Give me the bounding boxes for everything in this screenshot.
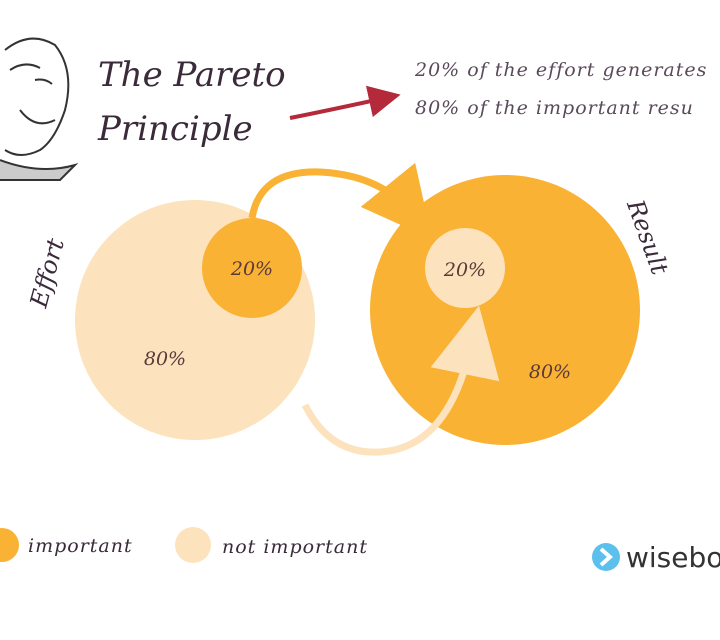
flow-arrow <box>301 305 500 456</box>
group-label: Effort <box>24 235 70 311</box>
result-outer <box>370 175 640 445</box>
legend-label: important <box>28 535 133 557</box>
legend-label: not important <box>222 536 368 558</box>
percent: 80% <box>529 361 571 383</box>
percent: 80% <box>144 348 186 370</box>
logo-icon <box>592 543 620 571</box>
title-line: The Pareto <box>98 55 286 95</box>
effort-inner <box>202 218 302 318</box>
portrait <box>0 37 79 181</box>
logo-icon-mark <box>599 547 614 567</box>
description: 80% of the important resu <box>415 97 694 119</box>
legend-swatch <box>175 527 211 563</box>
flow-arrow <box>248 162 433 240</box>
percent: 20% <box>230 258 273 280</box>
description: 20% of the effort generates <box>414 59 707 81</box>
percent: 20% <box>443 259 486 281</box>
logo: wisebo <box>626 541 720 574</box>
legend-swatch <box>0 528 19 562</box>
result-inner <box>425 228 505 308</box>
title-line: Principle <box>97 109 253 149</box>
pointer-arrow <box>289 85 401 120</box>
